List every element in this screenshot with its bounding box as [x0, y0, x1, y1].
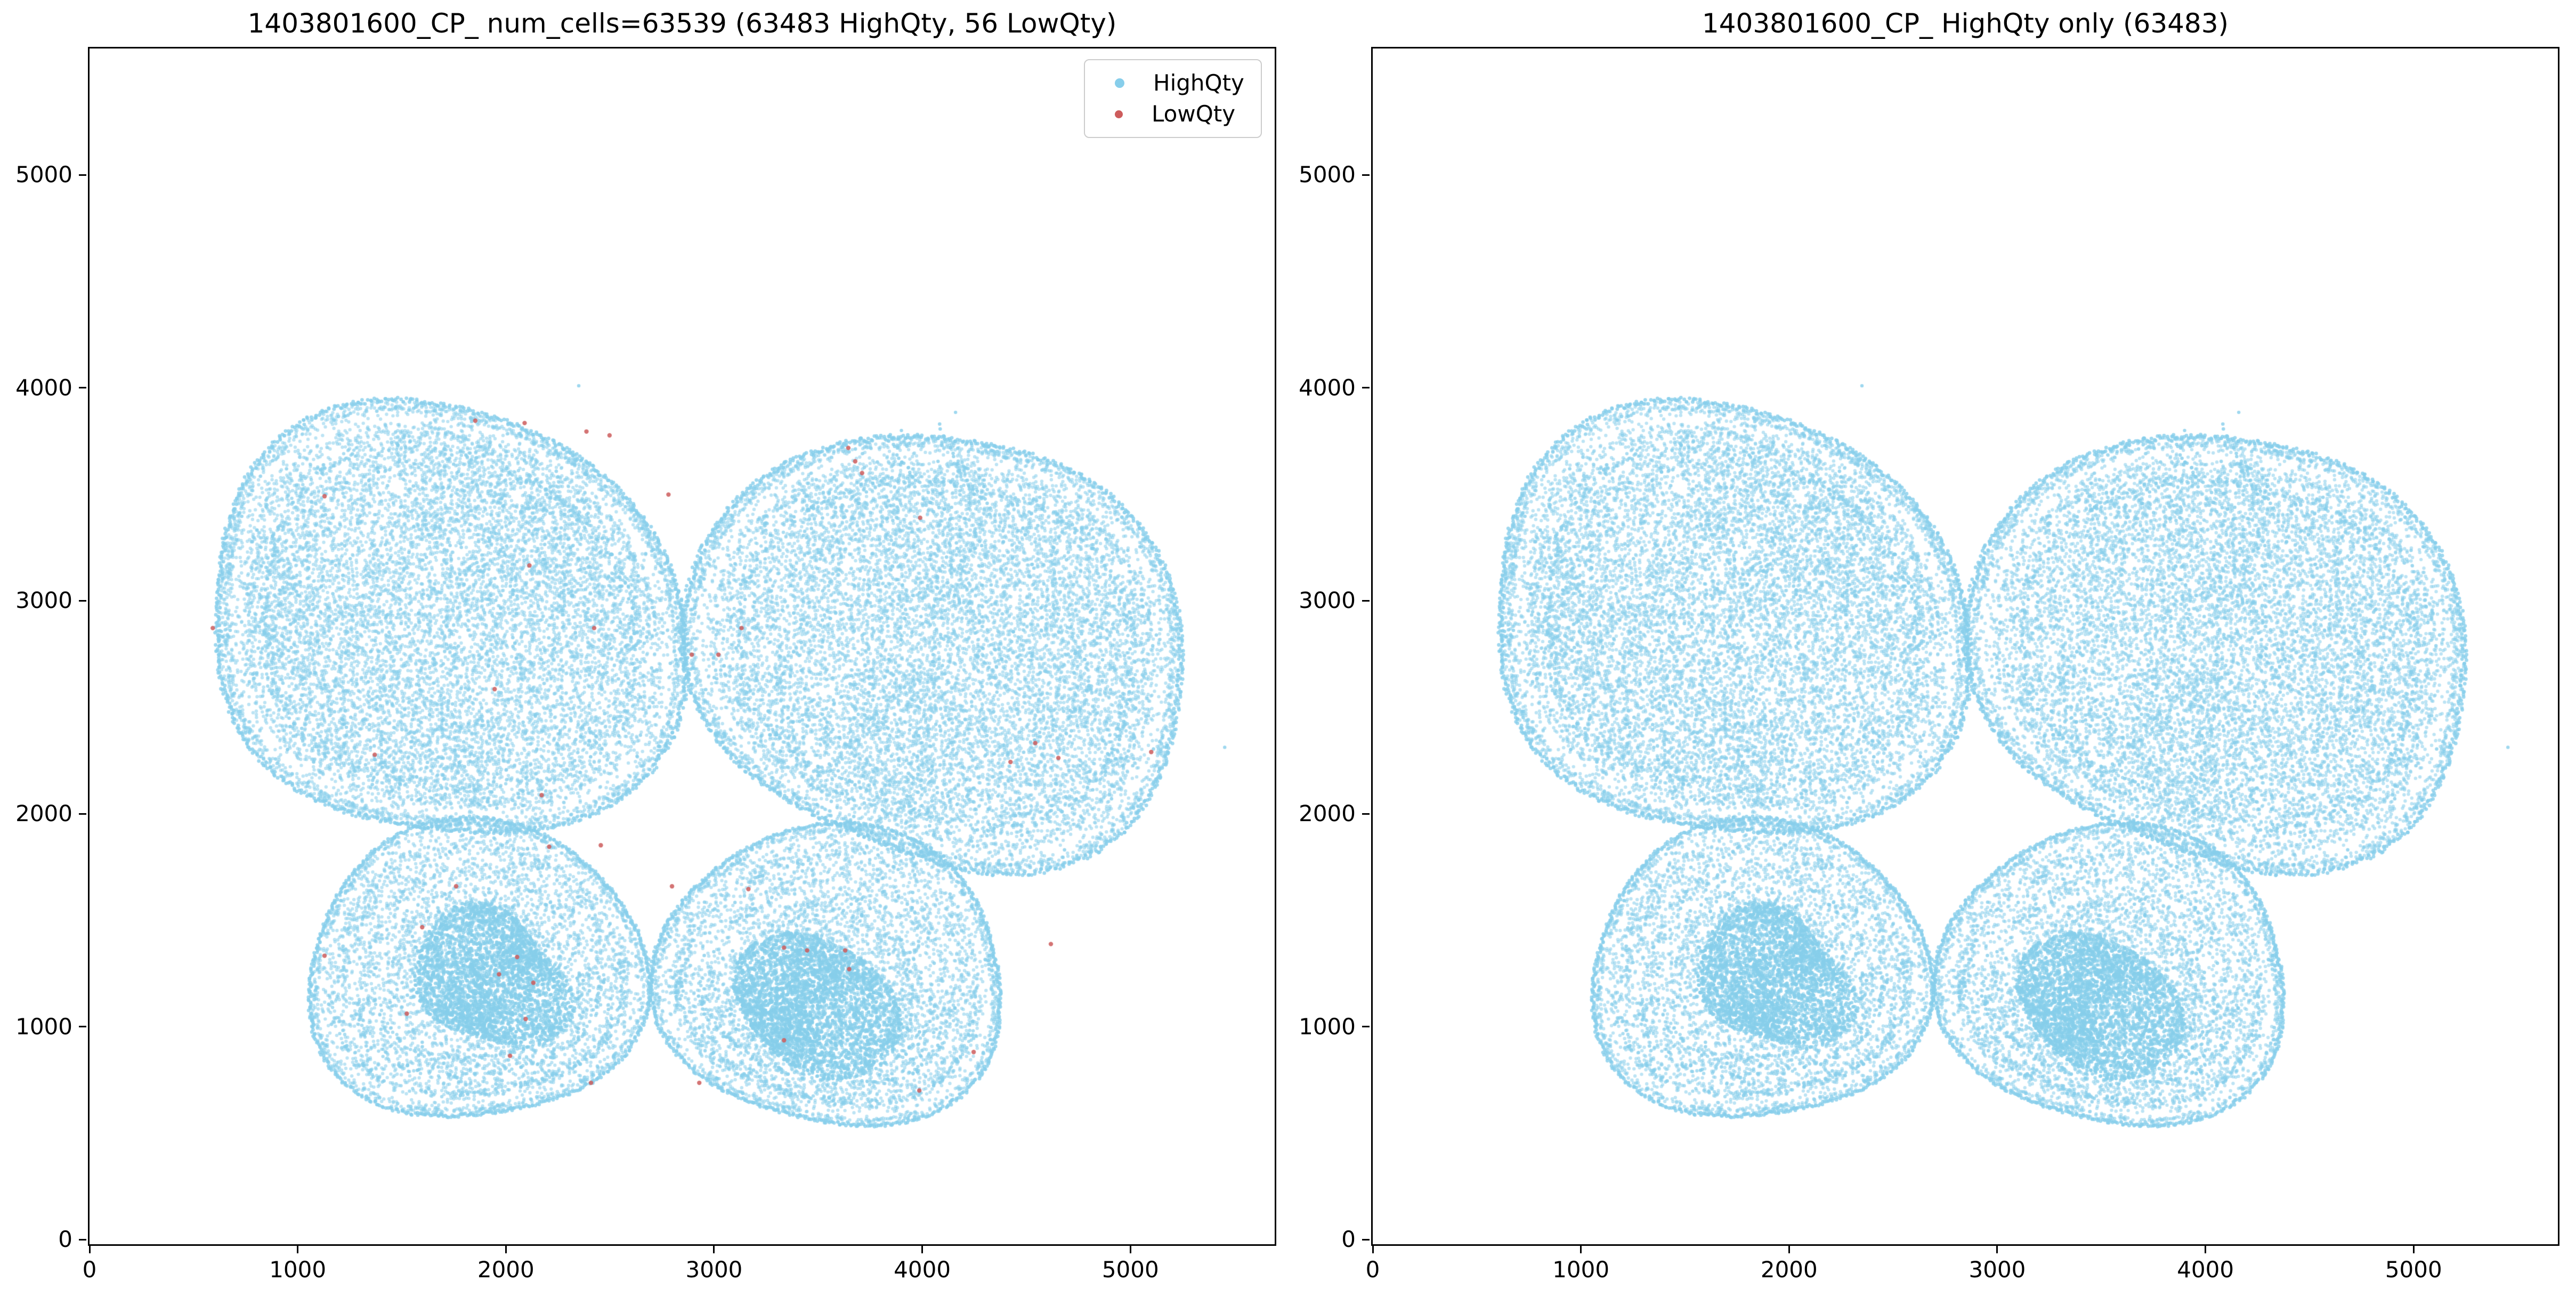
- x-axis-tick: [1372, 1246, 1374, 1253]
- y-tick-label: 0: [1341, 1226, 1356, 1253]
- x-axis-tick: [1129, 1246, 1131, 1253]
- y-axis-tick: [79, 174, 86, 176]
- highqty-marker-icon: [1115, 78, 1124, 88]
- x-axis-tick: [2412, 1246, 2415, 1253]
- lowqty-marker-icon: [1115, 110, 1123, 118]
- x-axis-tick: [713, 1246, 715, 1253]
- x-axis-tick: [505, 1246, 507, 1253]
- y-axis-tick: [1362, 387, 1370, 389]
- left-plot-title: 1403801600_CP_ num_cells=63539 (63483 Hi…: [247, 8, 1117, 39]
- x-tick-label: 4000: [2177, 1257, 2234, 1283]
- y-axis-tick: [1362, 813, 1370, 815]
- y-tick-label: 5000: [1299, 161, 1356, 188]
- x-tick-label: 0: [82, 1257, 97, 1283]
- right-scatter-canvas: [1373, 48, 2558, 1244]
- x-tick-label: 3000: [685, 1257, 743, 1283]
- y-axis-tick: [79, 813, 86, 815]
- y-tick-label: 3000: [1299, 587, 1356, 614]
- y-tick-label: 1000: [15, 1013, 72, 1040]
- x-tick-label: 1000: [269, 1257, 327, 1283]
- legend-label-highqty: HighQty: [1153, 70, 1244, 96]
- x-tick-label: 2000: [1760, 1257, 1818, 1283]
- x-tick-label: 5000: [2385, 1257, 2442, 1283]
- right-axes: 0 1000 2000 3000 4000 5000 0 1000 2000 3000 4000 50…: [1299, 47, 2559, 1283]
- y-tick-label: 4000: [15, 374, 72, 401]
- x-axis-tick: [1996, 1246, 1998, 1253]
- y-axis-tick: [1362, 1238, 1370, 1241]
- y-tick-label: 2000: [15, 800, 72, 827]
- y-tick-label: 1000: [1299, 1013, 1356, 1040]
- x-tick-label: 4000: [894, 1257, 951, 1283]
- y-tick-label: 4000: [1299, 374, 1356, 401]
- legend-row-lowqty: LowQty: [1085, 99, 1261, 129]
- x-axis-tick: [1580, 1246, 1582, 1253]
- y-axis-tick: [1362, 599, 1370, 602]
- x-axis-tick: [921, 1246, 924, 1253]
- x-axis-tick: [2205, 1246, 2207, 1253]
- y-tick-label: 2000: [1299, 800, 1356, 827]
- legend-row-highqty: HighQty: [1085, 68, 1261, 99]
- x-axis-tick: [1788, 1246, 1790, 1253]
- x-tick-label: 0: [1365, 1257, 1380, 1283]
- x-tick-label: 1000: [1552, 1257, 1610, 1283]
- x-tick-label: 2000: [477, 1257, 534, 1283]
- x-axis-tick: [88, 1246, 91, 1253]
- y-axis-tick: [79, 387, 86, 389]
- y-tick-label: 3000: [15, 587, 72, 614]
- x-tick-label: 5000: [1101, 1257, 1159, 1283]
- y-tick-label: 5000: [15, 161, 72, 188]
- x-tick-label: 3000: [1969, 1257, 2026, 1283]
- right-plot-title: 1403801600_CP_ HighQty only (63483): [1702, 8, 2229, 39]
- y-axis-tick: [79, 599, 86, 602]
- legend-label-lowqty: LowQty: [1152, 101, 1236, 127]
- legend: HighQty LowQty: [1084, 59, 1262, 138]
- y-tick-label: 0: [58, 1226, 72, 1253]
- y-axis-tick: [79, 1238, 86, 1241]
- y-axis-tick: [79, 1026, 86, 1028]
- left-scatter-canvas: [90, 48, 1275, 1244]
- x-axis-tick: [297, 1246, 299, 1253]
- y-axis-tick: [1362, 174, 1370, 176]
- left-axes: HighQty LowQty 0 1000 2000 3000 4000 5000 0 100…: [15, 47, 1276, 1283]
- y-axis-tick: [1362, 1026, 1370, 1028]
